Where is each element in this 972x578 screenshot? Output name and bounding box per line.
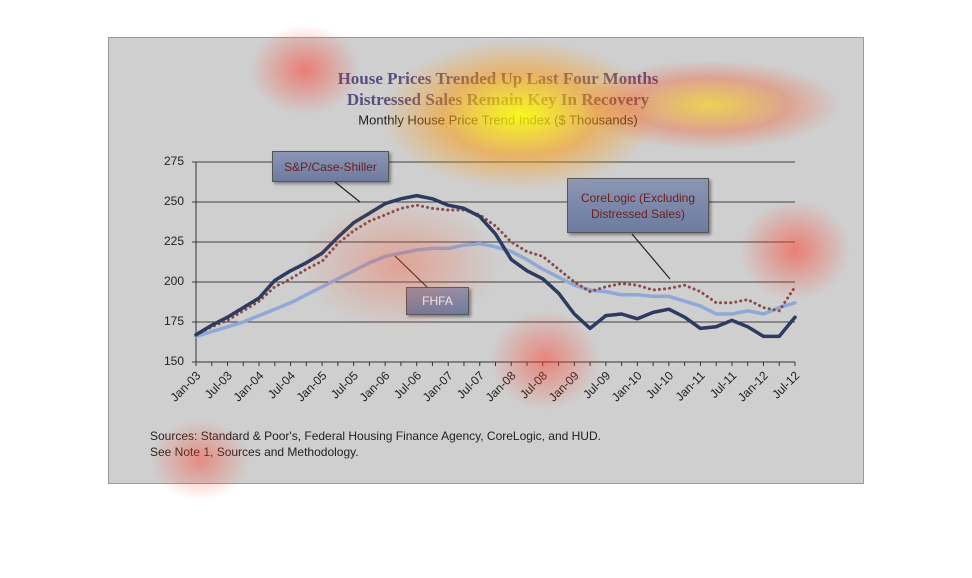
x-tick-label: Jul-09 bbox=[580, 368, 613, 401]
arrow bbox=[334, 181, 361, 203]
x-tick-label: Jul-11 bbox=[707, 368, 740, 401]
y-tick-label: 250 bbox=[164, 194, 184, 208]
y-tick-label: 225 bbox=[164, 234, 184, 248]
series-line bbox=[194, 193, 797, 339]
annotation-box: FHFA bbox=[406, 287, 469, 315]
x-tick-label: Jan-07 bbox=[420, 368, 456, 404]
arrows bbox=[334, 181, 671, 289]
y-tick-label: 275 bbox=[164, 154, 184, 168]
x-tick-label: Jul-03 bbox=[202, 368, 235, 401]
x-tick-label: Jan-06 bbox=[357, 368, 393, 404]
x-tick-label: Jan-05 bbox=[294, 368, 330, 404]
arrow bbox=[631, 233, 671, 280]
source-note: See Note 1, Sources and Methodology. bbox=[150, 445, 359, 459]
y-tick-label: 200 bbox=[164, 274, 184, 288]
annotation-box: S&P/Case-Shiller bbox=[272, 151, 389, 182]
x-tick-label: Jan-08 bbox=[483, 368, 519, 404]
arrow bbox=[394, 255, 429, 289]
x-tick-label: Jan-10 bbox=[609, 368, 645, 404]
x-tick-label: Jul-08 bbox=[517, 368, 550, 401]
x-tick-label: Jan-03 bbox=[168, 368, 204, 404]
x-tick-label: Jan-09 bbox=[546, 368, 582, 404]
x-tick-label: Jan-11 bbox=[673, 368, 708, 403]
x-tick-label: Jul-07 bbox=[454, 368, 487, 401]
y-tick-label: 175 bbox=[164, 314, 184, 328]
x-tick-label: Jul-10 bbox=[643, 368, 676, 401]
x-tick-label: Jan-04 bbox=[231, 368, 267, 404]
series-line bbox=[194, 203, 797, 337]
y-tick-label: 150 bbox=[164, 354, 184, 368]
source-note: Sources: Standard & Poor's, Federal Hous… bbox=[150, 429, 601, 443]
chart-title: House Prices Trended Up Last Four Months bbox=[338, 69, 659, 88]
chart-title: Distressed Sales Remain Key In Recovery bbox=[347, 90, 650, 109]
x-tick-label: Jul-06 bbox=[391, 368, 424, 401]
x-tick-label: Jul-12 bbox=[769, 368, 802, 401]
annotation-box: CoreLogic (Excluding Distressed Sales) bbox=[567, 178, 709, 233]
x-tick-label: Jul-05 bbox=[328, 368, 361, 401]
series-line bbox=[194, 241, 797, 339]
chart-subtitle: Monthly House Price Trend Index ($ Thous… bbox=[358, 112, 637, 127]
x-tick-label: Jul-04 bbox=[265, 368, 298, 401]
x-tick-label: Jan-12 bbox=[735, 368, 771, 404]
